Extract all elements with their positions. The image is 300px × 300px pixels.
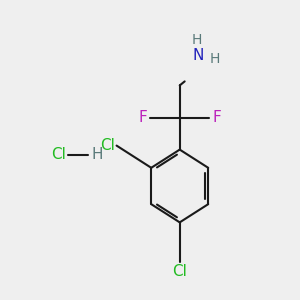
Text: H: H — [92, 148, 103, 163]
Text: H: H — [191, 33, 202, 47]
Text: F: F — [138, 110, 147, 125]
Text: Cl: Cl — [51, 148, 66, 163]
Text: N: N — [193, 49, 204, 64]
Text: F: F — [212, 110, 221, 125]
Text: H: H — [209, 52, 220, 66]
Text: Cl: Cl — [172, 264, 187, 279]
Text: Cl: Cl — [100, 138, 115, 153]
